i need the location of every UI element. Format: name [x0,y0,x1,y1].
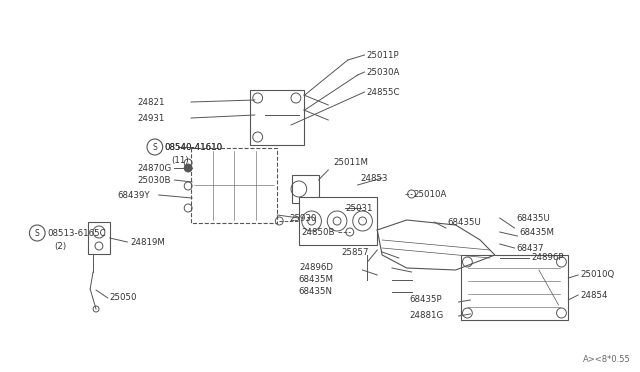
Text: 24821: 24821 [137,97,164,106]
Circle shape [184,164,192,172]
Text: 25031: 25031 [345,203,372,212]
Text: 68437: 68437 [516,244,544,253]
Text: 08540-41610: 08540-41610 [164,142,223,151]
Bar [191,148,277,223]
Text: 24855C: 24855C [367,87,400,96]
Text: S: S [35,228,40,237]
Text: (11): (11) [172,155,189,164]
Bar [461,255,568,320]
Text: 25010A: 25010A [413,189,447,199]
Text: 24896D: 24896D [299,263,333,273]
Text: 08513-6165C: 08513-6165C [47,228,106,237]
Text: 68435M: 68435M [519,228,554,237]
Text: 24850B: 24850B [302,228,335,237]
Text: 25030B: 25030B [137,176,171,185]
Text: S: S [152,142,157,151]
Text: 68435U: 68435U [448,218,482,227]
Text: A><8*0.55: A><8*0.55 [583,356,631,365]
Text: 68435M: 68435M [299,276,334,285]
Text: 25011M: 25011M [333,157,368,167]
Bar [250,90,304,145]
Text: 24896P: 24896P [531,253,564,263]
Text: 24853: 24853 [360,173,388,183]
Text: 24870G: 24870G [137,164,172,173]
Text: 24854: 24854 [580,291,607,299]
Text: 25050: 25050 [109,294,137,302]
Text: 24819M: 24819M [131,237,165,247]
Text: 24881G: 24881G [410,311,444,320]
Text: 68435P: 68435P [410,295,442,305]
Text: 68435U: 68435U [516,214,550,222]
Text: 25010Q: 25010Q [580,270,614,279]
Text: 25011P: 25011P [367,51,399,60]
Text: 25030A: 25030A [367,67,400,77]
Bar [88,222,109,254]
Text: 24931: 24931 [137,113,164,122]
Bar [299,197,377,245]
Text: 25857: 25857 [341,247,369,257]
Text: 68435N: 68435N [299,288,333,296]
Bar [292,175,319,203]
Text: 68439Y: 68439Y [118,190,150,199]
Text: 25930: 25930 [289,214,316,222]
Text: (2): (2) [54,241,66,250]
Text: 08540-41610: 08540-41610 [164,142,223,151]
